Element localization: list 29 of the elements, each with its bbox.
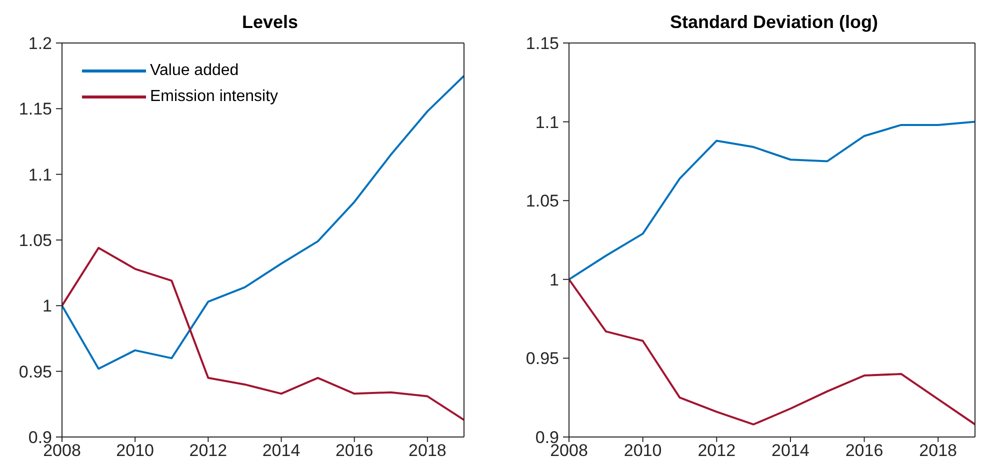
line-series: [62, 74, 464, 370]
y-tick-label: 1.05: [18, 231, 52, 250]
x-tick-label: 2012: [698, 441, 736, 460]
y-tick-label: 1.05: [526, 192, 559, 211]
x-tick-label: 2014: [262, 441, 300, 460]
line-series: [569, 278, 975, 426]
x-tick-label: 2018: [408, 441, 446, 460]
legend-label: Value added: [150, 61, 239, 81]
chart-title: Standard Deviation (log): [668, 12, 879, 33]
x-tick-label: 2018: [919, 441, 958, 460]
y-tick-label: 0.95: [18, 362, 52, 382]
y-tick-label: 0.95: [526, 349, 559, 368]
chart-title: Levels: [240, 12, 300, 33]
x-tick-label: 2016: [335, 441, 374, 460]
line-series: [569, 120, 975, 280]
y-tick-label: 1.15: [526, 34, 559, 54]
y-tick-label: 1: [550, 270, 559, 290]
line-series: [62, 246, 464, 421]
y-tick-label: 1.1: [28, 165, 52, 184]
y-tick-label: 1: [42, 296, 52, 316]
x-tick-label: 2010: [624, 441, 662, 460]
legend-label: Emission intensity: [150, 87, 278, 107]
x-tick-label: 2010: [116, 441, 154, 460]
x-tick-label: 2012: [189, 441, 228, 460]
y-tick-label: 1.2: [28, 34, 52, 54]
x-tick-label: 2014: [772, 441, 810, 460]
x-tick-label: 2016: [845, 441, 884, 460]
y-tick-label: 1.15: [18, 100, 52, 119]
y-tick-label: 1.1: [535, 112, 559, 132]
